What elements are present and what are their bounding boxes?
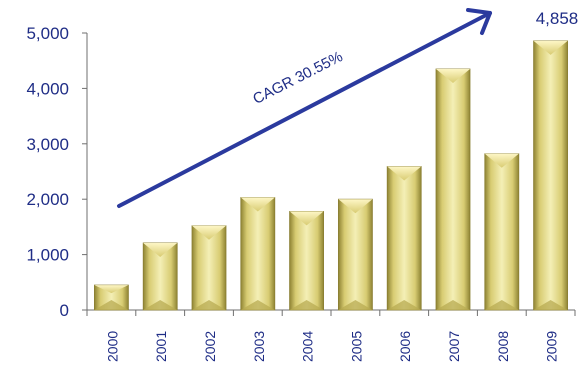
y-axis: 0 1,000 2,000 3,000 4,000 5,000 [26,24,88,320]
x-tick-label: 2004 [300,331,316,362]
trend-arrow-line [117,11,492,208]
bars [94,40,568,311]
bar-body [191,225,227,311]
bar [533,40,568,311]
y-tick-label: 3,000 [26,135,69,154]
bar-bottom-bevel [289,300,324,310]
bar-bottom-bevel [436,300,470,310]
bar-bottom-bevel [533,300,568,310]
x-tick-label: 2008 [495,331,511,362]
bar-body [533,40,568,311]
bar [142,242,178,311]
bar-body [435,68,471,311]
y-tick-label: 5,000 [26,24,69,43]
bar-bottom-bevel [387,300,422,310]
bar-top-bevel [533,40,568,55]
bar-top-bevel [94,285,129,294]
bar [94,284,129,311]
bar-top-bevel [338,199,373,214]
x-tick-label: 2002 [202,331,218,362]
bar-top-bevel [192,225,226,240]
bar [240,197,276,311]
bar-top-bevel [240,197,275,212]
bar-bottom-bevel [143,300,178,310]
bar-bottom-bevel [192,300,226,310]
bar-top-bevel [436,69,470,84]
y-tick-label: 0 [60,301,69,320]
x-tick-label: 2003 [251,331,267,362]
bar [289,210,325,311]
bar-body [386,166,422,311]
x-tick-label: 2001 [153,331,169,362]
bar-top-bevel [387,166,422,181]
x-tick-label: 2006 [397,331,413,362]
y-tick-label: 1,000 [26,246,69,265]
trend-arrow-head [466,8,492,35]
bar-top-bevel [143,242,178,257]
bar [435,68,471,311]
x-tick-label: 2000 [104,331,120,362]
bar-top-bevel [289,211,324,226]
bar-body [289,210,325,311]
bar-top-bevel [484,153,519,168]
bar-bottom-bevel [484,300,519,310]
bar [191,225,227,311]
x-tick-label: 2005 [348,331,364,362]
last-value-label: 4,858 [536,9,579,28]
bar [484,153,520,311]
bar-body [337,198,373,311]
bar-bottom-bevel [338,300,373,310]
cagr-label: CAGR 30.55% [250,48,345,108]
y-tick-label: 2,000 [26,190,69,209]
trend-arrow [117,8,492,208]
x-axis: 2000 2001 2002 2003 2004 2005 2006 2007 2008 2009 [86,309,576,362]
bar-bottom-bevel [94,300,129,310]
y-tick-label: 4,000 [26,79,69,98]
bar-body [240,197,276,311]
bar [337,198,373,311]
bar-bottom-bevel [240,300,275,310]
bar [386,166,422,311]
x-tick-label: 2009 [544,331,560,362]
bar-body [484,153,520,311]
x-tick-label: 2007 [446,331,462,362]
